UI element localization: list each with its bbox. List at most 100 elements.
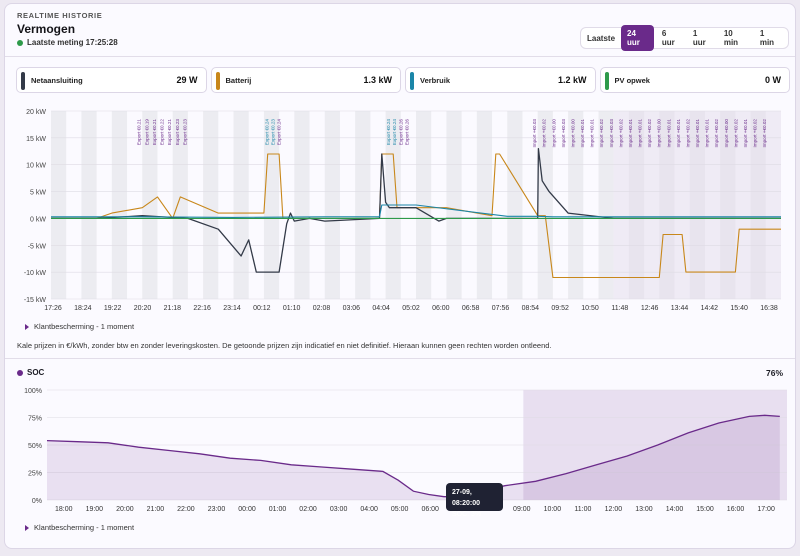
card-consumption[interactable]: Verbruik 1.2 kW bbox=[405, 67, 596, 93]
card-grid-label: Netaansluiting bbox=[31, 75, 83, 85]
hour-band bbox=[81, 111, 97, 299]
x-tick-label: 17:26 bbox=[44, 305, 62, 312]
x-tick-label: 02:08 bbox=[313, 305, 331, 312]
hour-band bbox=[203, 111, 219, 299]
import-price-label: Import +€0.00 bbox=[570, 119, 575, 148]
x-tick-label: 13:44 bbox=[671, 305, 689, 312]
x-tick-label: 15:00 bbox=[696, 506, 714, 513]
x-tick-label: 05:02 bbox=[402, 305, 420, 312]
grid-color-bar bbox=[21, 72, 25, 90]
import-price-label: Import +€0.02 bbox=[647, 119, 652, 148]
x-tick-label: 10:00 bbox=[544, 506, 562, 513]
hour-band bbox=[507, 111, 523, 299]
import-price-label: Import +€0.01 bbox=[638, 119, 643, 148]
x-tick-label: 23:00 bbox=[208, 506, 226, 513]
soc-series-line bbox=[46, 414, 780, 498]
x-tick-label: 01:10 bbox=[283, 305, 301, 312]
tooltip-value: SOC: 3% bbox=[452, 511, 482, 518]
range-option-10min[interactable]: 10 min bbox=[723, 29, 739, 47]
export-price-label: Export €0.26 bbox=[398, 119, 403, 145]
x-tick-label: 19:00 bbox=[86, 506, 104, 513]
y-tick-label: 50% bbox=[28, 443, 42, 450]
range-option-24h[interactable]: 24 uur bbox=[621, 25, 654, 51]
export-price-label: Export €0.24 bbox=[386, 119, 391, 145]
import-price-label: Import +€0.01 bbox=[676, 119, 681, 148]
price-disclaimer: Kale prijzen in €/kWh, zonder btw en zon… bbox=[17, 341, 552, 350]
import-price-label: Import +€0.00 bbox=[657, 119, 662, 148]
x-tick-label: 18:00 bbox=[55, 506, 73, 513]
last-measurement-status: Laatste meting 17:25:28 bbox=[17, 38, 118, 47]
hour-band bbox=[476, 111, 493, 299]
hour-band bbox=[598, 111, 614, 299]
protection-note-1[interactable]: Klantbescherming - 1 moment bbox=[25, 322, 134, 331]
import-price-label: Import +€0.02 bbox=[714, 119, 719, 148]
card-pv-value: 0 W bbox=[764, 75, 781, 85]
y-tick-label: 0% bbox=[32, 498, 42, 505]
x-tick-label: 11:48 bbox=[611, 305, 628, 312]
import-price-label: Import +€0.01 bbox=[666, 119, 671, 148]
x-tick-label: 21:00 bbox=[147, 506, 165, 513]
x-tick-label: 12:46 bbox=[641, 305, 659, 312]
import-price-label: Import +€0.02 bbox=[685, 119, 690, 148]
card-pv-label: PV opwek bbox=[614, 75, 650, 85]
export-price-label: Export €0.24 bbox=[277, 119, 282, 145]
last-measurement-text: Laatste meting 17:25:28 bbox=[27, 38, 118, 47]
hour-band bbox=[416, 111, 432, 299]
protection-note-1-text: Klantbescherming - 1 moment bbox=[34, 322, 135, 331]
soc-tooltip: 27-09, 08:20:00 SOC: 3% bbox=[446, 483, 503, 518]
x-tick-label: 21:18 bbox=[164, 305, 182, 312]
x-tick-label: 03:06 bbox=[343, 305, 361, 312]
soc-dot-icon bbox=[17, 369, 23, 376]
expand-triangle-icon bbox=[25, 524, 29, 531]
y-tick-label: 0 kW bbox=[30, 216, 46, 223]
x-tick-label: 22:00 bbox=[177, 506, 195, 513]
divider bbox=[5, 56, 795, 57]
soc-chart[interactable]: 100% 75% 50% 25% 0% 18:00 19:00 20:00 21:00 22:00… bbox=[15, 382, 787, 518]
hour-band bbox=[51, 111, 67, 299]
import-price-label: Import +€0.02 bbox=[618, 119, 623, 148]
y-tick-label: 10 kW bbox=[26, 163, 46, 170]
battery-series-line bbox=[51, 153, 781, 279]
export-price-label: Export €0.21 bbox=[137, 119, 142, 145]
hour-band bbox=[111, 111, 128, 299]
export-price-label: Export €0.26 bbox=[404, 119, 409, 145]
x-tick-label: 08:54 bbox=[522, 305, 540, 312]
card-grid-value: 29 W bbox=[176, 75, 198, 85]
hour-band bbox=[142, 111, 158, 299]
y-tick-label: 15 kW bbox=[26, 136, 46, 143]
import-price-label: Import +€0.03 bbox=[532, 119, 537, 148]
card-consumption-value: 1.2 kW bbox=[557, 75, 587, 85]
x-tick-label: 22:16 bbox=[193, 305, 211, 312]
hour-band bbox=[172, 111, 188, 299]
consumption-series-line bbox=[51, 204, 781, 218]
import-price-label: Import +€0.02 bbox=[753, 119, 758, 148]
x-tick-label: 09:52 bbox=[551, 305, 569, 312]
export-price-label: Export €0.23 bbox=[182, 119, 187, 145]
card-battery[interactable]: Batterij 1.3 kW bbox=[210, 67, 401, 93]
power-chart[interactable]: 20 kW 15 kW 10 kW 5 kW 0 kW -5 kW -10 kW -15 kW… bbox=[15, 105, 787, 319]
x-tick-label: 20:20 bbox=[134, 305, 152, 312]
range-option-6h[interactable]: 6 uur bbox=[661, 29, 675, 47]
range-option-1min[interactable]: 1 min bbox=[759, 29, 775, 47]
x-tick-label: 04:00 bbox=[360, 506, 378, 513]
card-grid[interactable]: Netaansluiting 29 W bbox=[16, 67, 207, 93]
range-label: Laatste bbox=[587, 33, 616, 43]
x-tick-label: 17:00 bbox=[757, 506, 775, 513]
x-tick-label: 18:24 bbox=[74, 305, 92, 312]
x-tick-label: 14:00 bbox=[666, 506, 684, 513]
x-tick-label: 16:38 bbox=[760, 305, 778, 312]
x-tick-label: 11:00 bbox=[574, 506, 591, 513]
card-pv[interactable]: PV opwek 0 W bbox=[599, 67, 790, 93]
x-tick-label: 13:00 bbox=[635, 506, 653, 513]
x-tick-label: 09:00 bbox=[513, 506, 531, 513]
import-price-label: Import +€0.02 bbox=[762, 119, 767, 148]
import-price-label: Import +€0.02 bbox=[599, 119, 604, 148]
protection-note-2[interactable]: Klantbescherming - 1 moment bbox=[25, 523, 134, 532]
x-tick-label: 14:42 bbox=[701, 305, 719, 312]
forecast-region bbox=[613, 111, 781, 299]
x-tick-label: 06:00 bbox=[432, 305, 450, 312]
export-price-label: Export €0.21 bbox=[167, 119, 172, 145]
export-price-label: Export €0.23 bbox=[175, 119, 180, 145]
range-option-1h[interactable]: 1 uur bbox=[692, 29, 706, 47]
hour-band bbox=[294, 111, 310, 299]
